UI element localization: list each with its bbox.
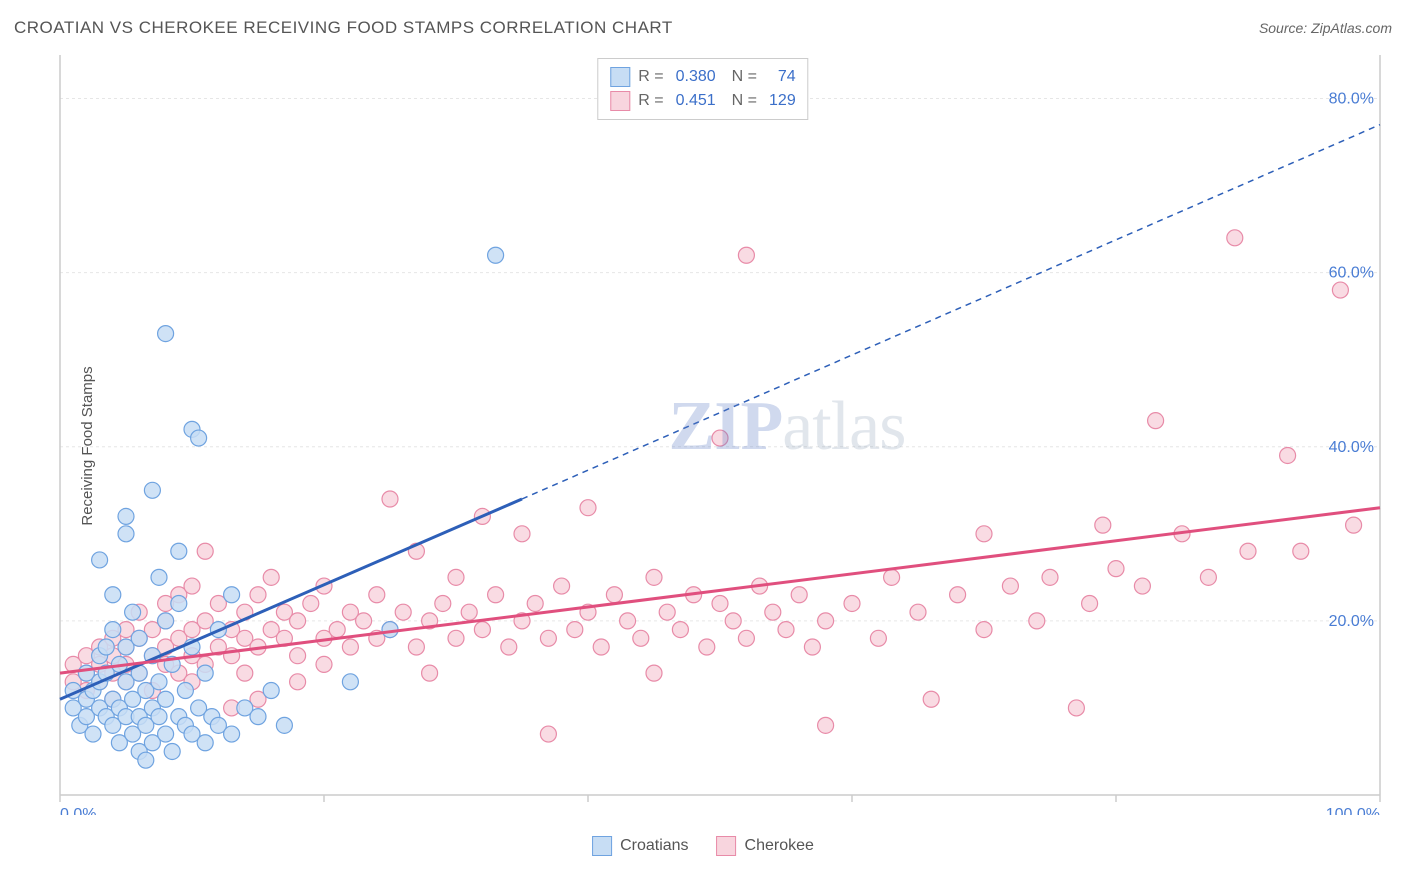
legend-item-cherokee: Cherokee <box>717 836 814 856</box>
chart-area: 20.0%40.0%60.0%80.0%0.0%100.0% ZIPatlas <box>50 55 1390 815</box>
svg-text:0.0%: 0.0% <box>60 806 96 815</box>
svg-text:60.0%: 60.0% <box>1329 265 1374 282</box>
r-value-croatians: 0.380 <box>676 65 716 89</box>
bottom-legend: Croatians Cherokee <box>592 836 814 856</box>
chart-title: CROATIAN VS CHEROKEE RECEIVING FOOD STAM… <box>14 18 673 38</box>
legend-swatch-croatians <box>592 836 612 856</box>
legend-swatch-cherokee <box>717 836 737 856</box>
svg-text:20.0%: 20.0% <box>1329 613 1374 630</box>
r-value-cherokee: 0.451 <box>676 89 716 113</box>
scatter-plot: 20.0% 40.0% 60.0% 80.0% 0.0% 100.0% <box>50 55 1390 815</box>
swatch-cherokee <box>610 91 630 111</box>
swatch-croatians <box>610 67 630 87</box>
chart-header: CROATIAN VS CHEROKEE RECEIVING FOOD STAM… <box>14 18 1392 38</box>
legend-item-croatians: Croatians <box>592 836 688 856</box>
legend-label-cherokee: Cherokee <box>745 837 814 855</box>
correlation-row-cherokee: R = 0.451 N = 129 <box>610 89 795 113</box>
legend-label-croatians: Croatians <box>620 837 688 855</box>
svg-text:100.0%: 100.0% <box>1326 806 1380 815</box>
correlation-legend: R = 0.380 N = 74 R = 0.451 N = 129 <box>597 58 808 120</box>
svg-text:80.0%: 80.0% <box>1329 91 1374 108</box>
source-attribution: Source: ZipAtlas.com <box>1259 20 1392 36</box>
correlation-row-croatians: R = 0.380 N = 74 <box>610 65 795 89</box>
svg-text:40.0%: 40.0% <box>1329 439 1374 456</box>
n-value-croatians: 74 <box>769 65 796 89</box>
n-value-cherokee: 129 <box>769 89 796 113</box>
